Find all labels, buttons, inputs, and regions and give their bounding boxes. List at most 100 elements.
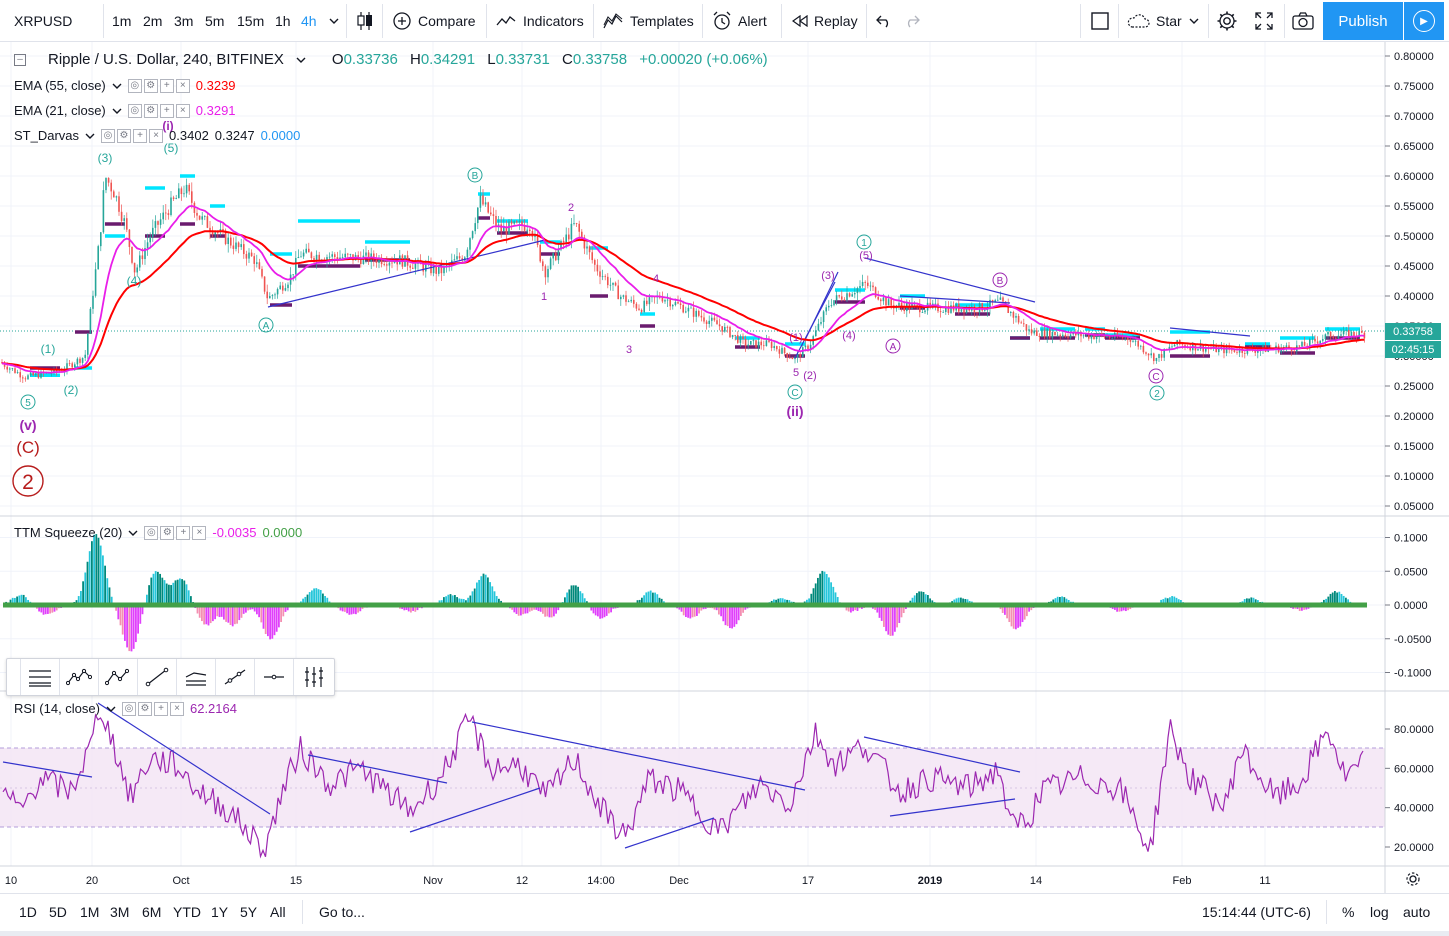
tool-bars-pattern[interactable]: [294, 659, 333, 695]
interval-dropdown[interactable]: [328, 0, 340, 42]
close-icon[interactable]: ×: [192, 525, 207, 540]
ttm-scale[interactable]: 0.1000 0.0500 0.0000 -0.0500 -0.1000: [1385, 533, 1431, 680]
plus-icon[interactable]: +: [153, 701, 168, 716]
indicator-name[interactable]: EMA (21, close): [14, 103, 106, 118]
time-axis[interactable]: 10 20 Oct 15 Nov 12 14:00 Dec 17 2019 14 Feb 11: [5, 875, 1271, 887]
plus-icon[interactable]: +: [159, 103, 174, 118]
tool-pitchfork[interactable]: [177, 659, 216, 695]
range-3m[interactable]: 3M: [110, 894, 129, 929]
eye-icon[interactable]: ◎: [127, 103, 142, 118]
indicator-controls[interactable]: ◎ ⚙ + ×: [121, 701, 184, 716]
eye-icon[interactable]: ◎: [127, 78, 142, 93]
darvas-legend[interactable]: ST_Darvas ◎ ⚙ + × 0.3402 0.3247 0.0000: [14, 128, 300, 143]
trendline[interactable]: [889, 798, 1016, 817]
trendlines[interactable]: [267, 239, 1251, 359]
trendline[interactable]: [624, 817, 715, 849]
axis-settings-gear-icon[interactable]: [1406, 872, 1420, 886]
log-toggle[interactable]: log: [1370, 894, 1389, 929]
trendline[interactable]: [307, 754, 448, 784]
auto-toggle[interactable]: auto: [1403, 894, 1430, 929]
close-icon[interactable]: ×: [169, 701, 184, 716]
trendline[interactable]: [899, 295, 1011, 304]
chart-style-button[interactable]: [356, 0, 374, 42]
indicator-controls[interactable]: ◎ ⚙ + ×: [101, 128, 164, 143]
rsi-scale[interactable]: 80.0000 60.0000 40.0000 20.0000: [1385, 724, 1434, 854]
chevron-down-icon[interactable]: [128, 528, 138, 538]
range-1d[interactable]: 1D: [19, 894, 37, 929]
undo-button[interactable]: [876, 0, 892, 42]
save-star-button[interactable]: Star: [1126, 0, 1200, 42]
gear-icon[interactable]: ⚙: [117, 128, 132, 143]
chevron-down-icon[interactable]: [112, 81, 122, 91]
tool-elliott-impulse[interactable]: [60, 659, 99, 695]
gear-icon[interactable]: ⚙: [160, 525, 175, 540]
compare-button[interactable]: Compare: [393, 0, 476, 42]
percent-toggle[interactable]: %: [1342, 894, 1354, 929]
trendline[interactable]: [794, 281, 836, 359]
clock-timezone[interactable]: 15:14:44 (UTC-6): [1202, 894, 1311, 929]
layout-button[interactable]: [1090, 0, 1110, 42]
indicator-name[interactable]: ST_Darvas: [14, 128, 80, 143]
snapshot-button[interactable]: [1292, 0, 1314, 42]
rsi-trendlines[interactable]: [2, 702, 1021, 849]
close-icon[interactable]: ×: [149, 128, 164, 143]
tool-horizontal-lines[interactable]: [21, 659, 60, 695]
gear-icon[interactable]: ⚙: [137, 701, 152, 716]
range-5d[interactable]: 5D: [49, 894, 67, 929]
range-1y[interactable]: 1Y: [211, 894, 228, 929]
trendline[interactable]: [471, 721, 806, 791]
interval-2m[interactable]: 2m: [143, 0, 162, 42]
interval-15m[interactable]: 15m: [237, 0, 264, 42]
ema21-legend[interactable]: EMA (21, close) ◎ ⚙ + × 0.3291: [14, 103, 236, 118]
plus-icon[interactable]: +: [176, 525, 191, 540]
replay-button[interactable]: Replay: [792, 0, 858, 42]
trendline[interactable]: [97, 702, 271, 815]
trendline[interactable]: [1169, 327, 1251, 337]
trendline[interactable]: [863, 736, 1021, 773]
templates-button[interactable]: Templates: [603, 0, 694, 42]
publish-button[interactable]: Publish: [1323, 2, 1403, 40]
interval-4h[interactable]: 4h: [301, 0, 317, 42]
chevron-down-icon[interactable]: [296, 55, 306, 65]
eye-icon[interactable]: ◎: [101, 128, 116, 143]
trendline[interactable]: [2, 761, 93, 778]
eye-icon[interactable]: ◎: [144, 525, 159, 540]
play-button[interactable]: ▶: [1404, 2, 1444, 40]
rsi-legend[interactable]: RSI (14, close) ◎ ⚙ + × 62.2164: [14, 701, 237, 716]
price-scale[interactable]: 0.80000 0.75000 0.70000 0.65000 0.60000 0.550…: [1385, 51, 1434, 513]
chart-title[interactable]: Ripple / U.S. Dollar, 240, BITFINEX: [48, 51, 284, 68]
indicator-name[interactable]: TTM Squeeze (20): [14, 525, 123, 540]
symbol-search[interactable]: XRPUSD: [14, 0, 72, 42]
trendline[interactable]: [864, 257, 1036, 303]
range-6m[interactable]: 6M: [142, 894, 161, 929]
indicators-button[interactable]: Indicators: [496, 0, 584, 42]
range-all[interactable]: All: [270, 894, 286, 929]
gear-icon[interactable]: ⚙: [143, 103, 158, 118]
range-ytd[interactable]: YTD: [173, 894, 201, 929]
indicator-controls[interactable]: ◎ ⚙ + ×: [127, 78, 190, 93]
chart-canvas[interactable]: (3) (5) (i) (4) (1) (2) (v) (C) 2 A B 1 …: [0, 42, 1449, 893]
indicator-name[interactable]: EMA (55, close): [14, 78, 106, 93]
indicator-controls[interactable]: ◎ ⚙ + ×: [144, 525, 207, 540]
range-5y[interactable]: 5Y: [240, 894, 257, 929]
chevron-down-icon[interactable]: [106, 704, 116, 714]
indicator-controls[interactable]: ◎ ⚙ + ×: [127, 103, 190, 118]
drag-handle[interactable]: [7, 659, 21, 695]
chevron-down-icon[interactable]: [85, 131, 95, 141]
ttm-legend[interactable]: TTM Squeeze (20) ◎ ⚙ + × -0.0035 0.0000: [14, 525, 302, 540]
interval-5m[interactable]: 5m: [205, 0, 224, 42]
range-1m[interactable]: 1M: [80, 894, 99, 929]
indicator-name[interactable]: RSI (14, close): [14, 701, 100, 716]
trendline[interactable]: [409, 787, 541, 833]
eye-icon[interactable]: ◎: [121, 701, 136, 716]
redo-button[interactable]: [904, 0, 920, 42]
plus-icon[interactable]: +: [159, 78, 174, 93]
trendline[interactable]: [267, 239, 546, 308]
interval-3m[interactable]: 3m: [174, 0, 193, 42]
goto-button[interactable]: Go to...: [319, 894, 365, 929]
chevron-down-icon[interactable]: [112, 106, 122, 116]
collapse-legend-icon[interactable]: –: [14, 53, 26, 66]
interval-1m[interactable]: 1m: [112, 0, 131, 42]
tool-elliott-correction[interactable]: [99, 659, 138, 695]
alert-button[interactable]: Alert: [712, 0, 767, 42]
